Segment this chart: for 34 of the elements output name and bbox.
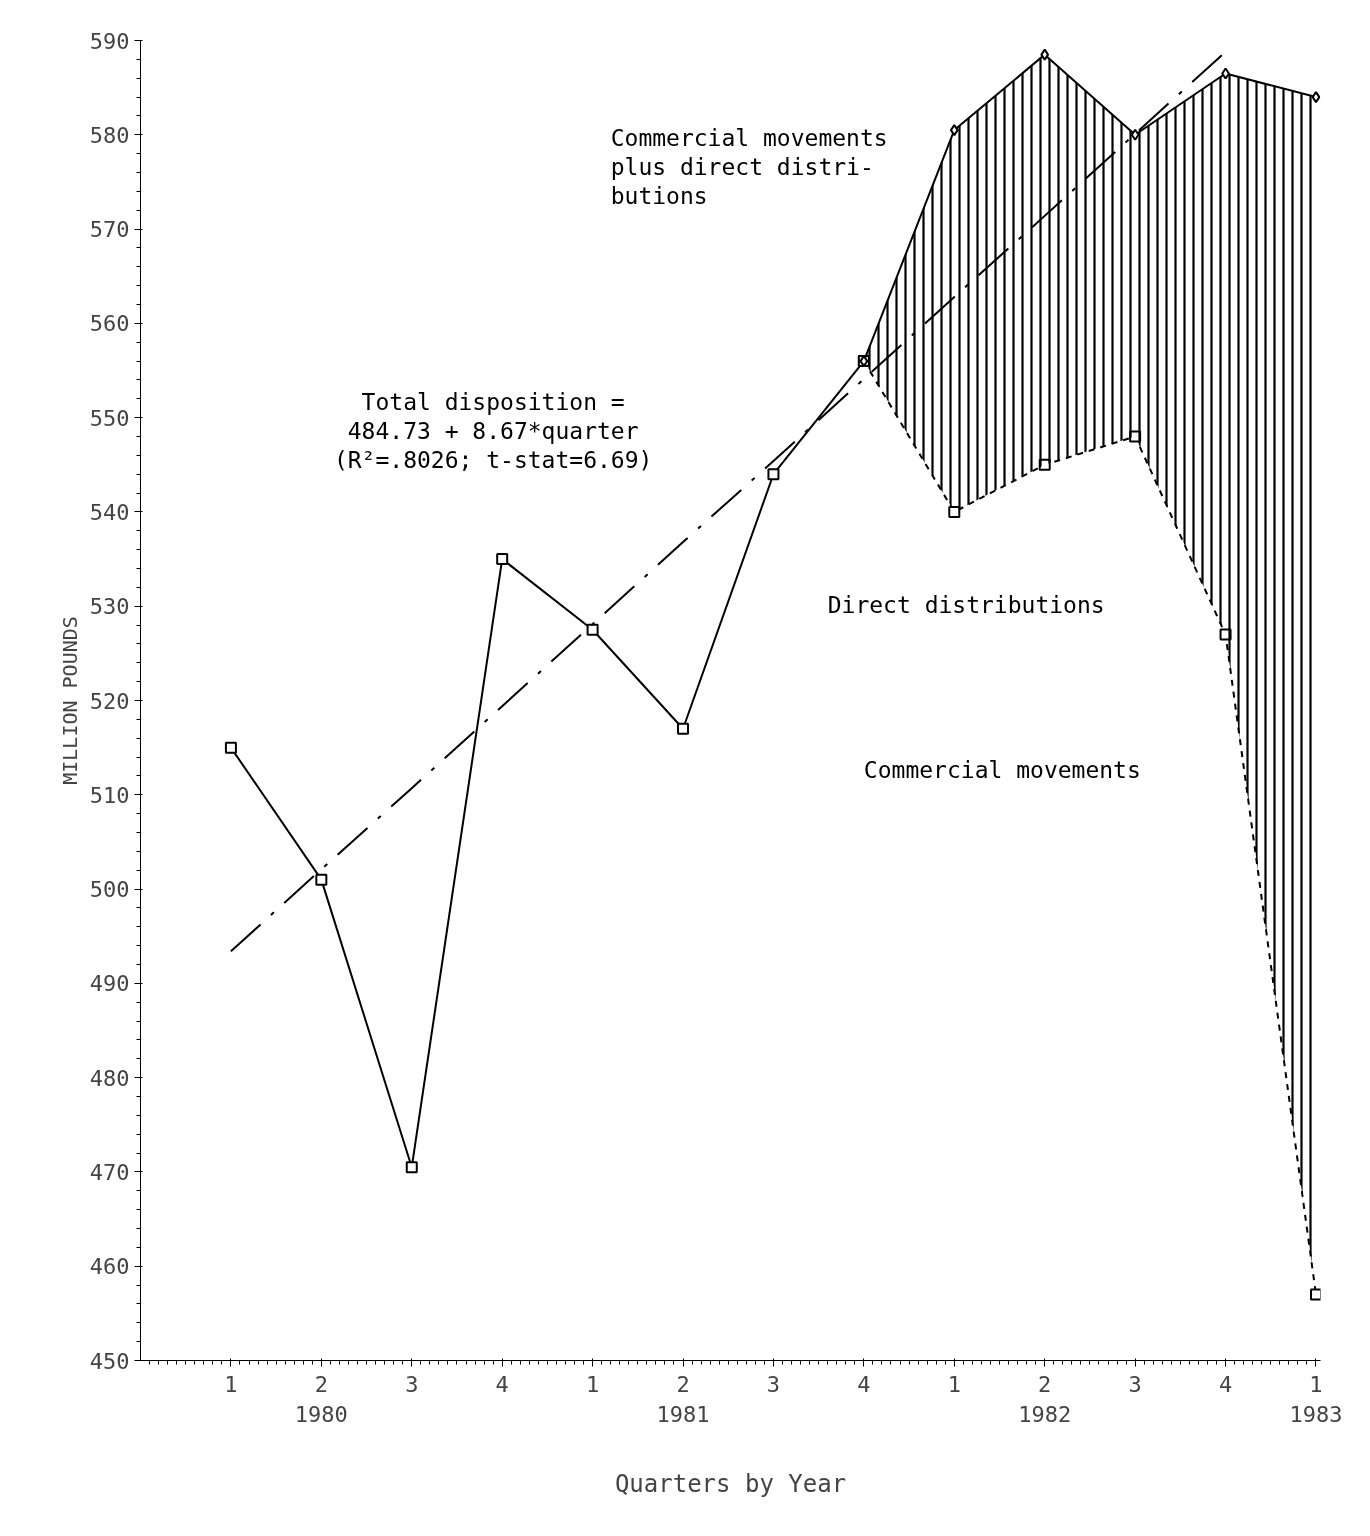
- x-tick-label: 2 1981: [656, 1371, 710, 1427]
- x-tick-label: 1: [947, 1371, 961, 1397]
- x-tick-label: 4: [1218, 1371, 1233, 1397]
- x-tick-label: 2 1980: [294, 1371, 348, 1427]
- x-tick-label: 3: [405, 1371, 419, 1397]
- y-tick-label: 550: [89, 405, 130, 431]
- y-tick-label: 460: [89, 1254, 130, 1280]
- y-tick-label: 470: [89, 1159, 130, 1185]
- y-tick-label: 490: [89, 971, 130, 997]
- x-tick-label: 3: [766, 1371, 781, 1397]
- x-tick-label: 4: [857, 1371, 871, 1397]
- x-tick-label: 1: [585, 1371, 600, 1397]
- y-tick-label: 570: [89, 217, 130, 243]
- y-tick-label: 530: [89, 594, 130, 620]
- y-tick-label: 540: [89, 499, 130, 525]
- x-tick-label: 4: [495, 1371, 509, 1397]
- annotation: Total disposition = 484.73 + 8.67*quarter (R²=.8026; t-stat=6.69): [333, 389, 653, 473]
- y-tick-label: 560: [89, 311, 130, 337]
- y-tick-label: 510: [89, 782, 130, 808]
- y-tick-label: 590: [89, 28, 130, 54]
- annotation: Commercial movements plus direct distri- butions: [610, 125, 888, 209]
- x-tick-label: 2 1982: [1018, 1371, 1072, 1427]
- y-tick-label: 520: [89, 688, 130, 714]
- x-tick-label: 1 1983: [1289, 1371, 1343, 1427]
- annotation: Commercial movements: [863, 757, 1141, 784]
- annotation: Direct distributions: [827, 592, 1105, 619]
- y-tick-label: 450: [89, 1348, 130, 1374]
- x-tick-label: 3: [1128, 1371, 1142, 1397]
- x-tick-label: 1: [224, 1371, 238, 1397]
- y-tick-label: 500: [89, 877, 130, 903]
- y-tick-label: 580: [89, 122, 130, 148]
- y-tick-label: 480: [89, 1065, 130, 1091]
- x-axis-title: Quarters by Year: [614, 1469, 847, 1498]
- y-axis-title: MILLION POUNDS: [57, 616, 82, 785]
